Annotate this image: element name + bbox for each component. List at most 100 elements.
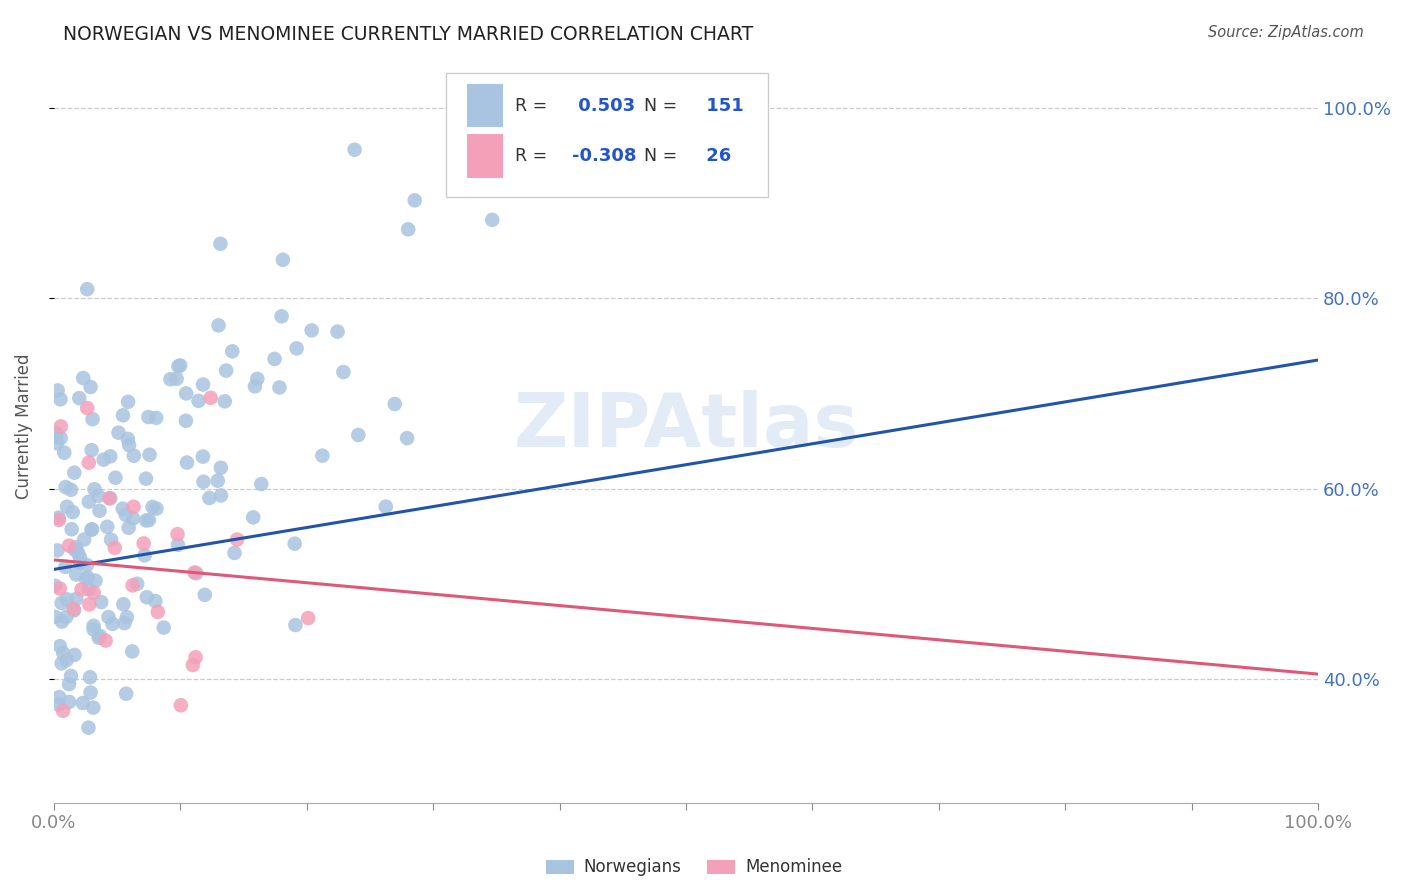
Point <box>80 522 103 536</box>
Point <box>89 504 111 518</box>
Text: 0.503: 0.503 <box>572 96 636 114</box>
Point <box>174 414 197 428</box>
Point <box>63 466 86 480</box>
Point <box>174 386 197 401</box>
Point <box>77 582 100 597</box>
Point <box>246 372 269 386</box>
Point <box>58 695 80 709</box>
Point <box>98 491 121 505</box>
Point <box>79 380 101 394</box>
Point <box>135 513 157 527</box>
Point <box>51 657 73 671</box>
Point <box>285 342 308 356</box>
Point <box>207 474 229 488</box>
Point <box>250 477 273 491</box>
Point <box>181 658 204 673</box>
Point <box>326 325 349 339</box>
Point <box>374 500 396 514</box>
Point <box>83 619 105 633</box>
Point <box>76 282 98 296</box>
Point <box>82 700 104 714</box>
Point <box>194 588 217 602</box>
Point <box>48 698 70 712</box>
Point <box>301 323 323 337</box>
Point <box>72 371 94 385</box>
Text: NORWEGIAN VS MENOMINEE CURRENTLY MARRIED CORRELATION CHART: NORWEGIAN VS MENOMINEE CURRENTLY MARRIED… <box>63 25 754 44</box>
Point <box>242 510 264 524</box>
Point <box>49 639 72 653</box>
Point <box>347 428 370 442</box>
Point <box>93 452 115 467</box>
Point <box>94 633 117 648</box>
Point <box>343 143 366 157</box>
Point <box>55 610 77 624</box>
Point <box>243 379 266 393</box>
Point <box>184 650 207 665</box>
Point <box>48 510 70 524</box>
Point <box>69 556 91 570</box>
Point <box>135 472 157 486</box>
Point <box>207 318 229 333</box>
Point <box>167 359 190 374</box>
Point <box>58 539 80 553</box>
Point <box>89 629 111 643</box>
Point <box>77 721 100 735</box>
Point <box>481 212 503 227</box>
Text: R =: R = <box>516 96 553 114</box>
Point <box>384 397 406 411</box>
Point <box>170 698 193 713</box>
Point <box>332 365 354 379</box>
Point <box>90 595 112 609</box>
Point <box>52 646 75 660</box>
FancyBboxPatch shape <box>467 84 503 128</box>
Point <box>55 560 77 574</box>
Point <box>186 566 208 581</box>
Point <box>65 540 87 554</box>
Point <box>270 310 292 324</box>
Point <box>55 653 77 667</box>
Point <box>59 669 82 683</box>
Point <box>80 523 103 537</box>
Point <box>209 236 232 251</box>
Point <box>63 603 86 617</box>
Point <box>55 480 77 494</box>
FancyBboxPatch shape <box>446 73 768 197</box>
Point <box>396 222 419 236</box>
Point <box>104 541 127 555</box>
Point <box>49 392 72 407</box>
Point <box>284 618 307 632</box>
Point <box>183 566 205 580</box>
Point <box>146 605 169 619</box>
Point <box>187 393 209 408</box>
Point <box>66 546 89 560</box>
Point <box>63 542 86 557</box>
Text: N =: N = <box>644 147 683 165</box>
Point <box>104 471 127 485</box>
Point <box>76 570 98 584</box>
Point <box>69 550 91 565</box>
Point <box>49 419 72 434</box>
Point <box>101 616 124 631</box>
Point <box>44 610 66 624</box>
Point <box>98 450 121 464</box>
Point <box>73 533 96 547</box>
Point <box>55 592 77 607</box>
Point <box>62 602 84 616</box>
Point <box>58 677 80 691</box>
Point <box>127 576 149 591</box>
Point <box>152 621 174 635</box>
Point <box>75 572 97 586</box>
Point <box>193 475 215 489</box>
Point <box>83 623 105 637</box>
Point <box>51 615 73 629</box>
Point <box>49 582 72 596</box>
Text: -0.308: -0.308 <box>572 147 637 165</box>
Point <box>98 491 121 506</box>
Point <box>80 443 103 458</box>
Point <box>51 596 73 610</box>
Point <box>62 505 84 519</box>
Point <box>191 450 214 464</box>
Text: Norwegians: Norwegians <box>583 858 682 876</box>
Point <box>122 449 145 463</box>
Point <box>100 533 122 547</box>
